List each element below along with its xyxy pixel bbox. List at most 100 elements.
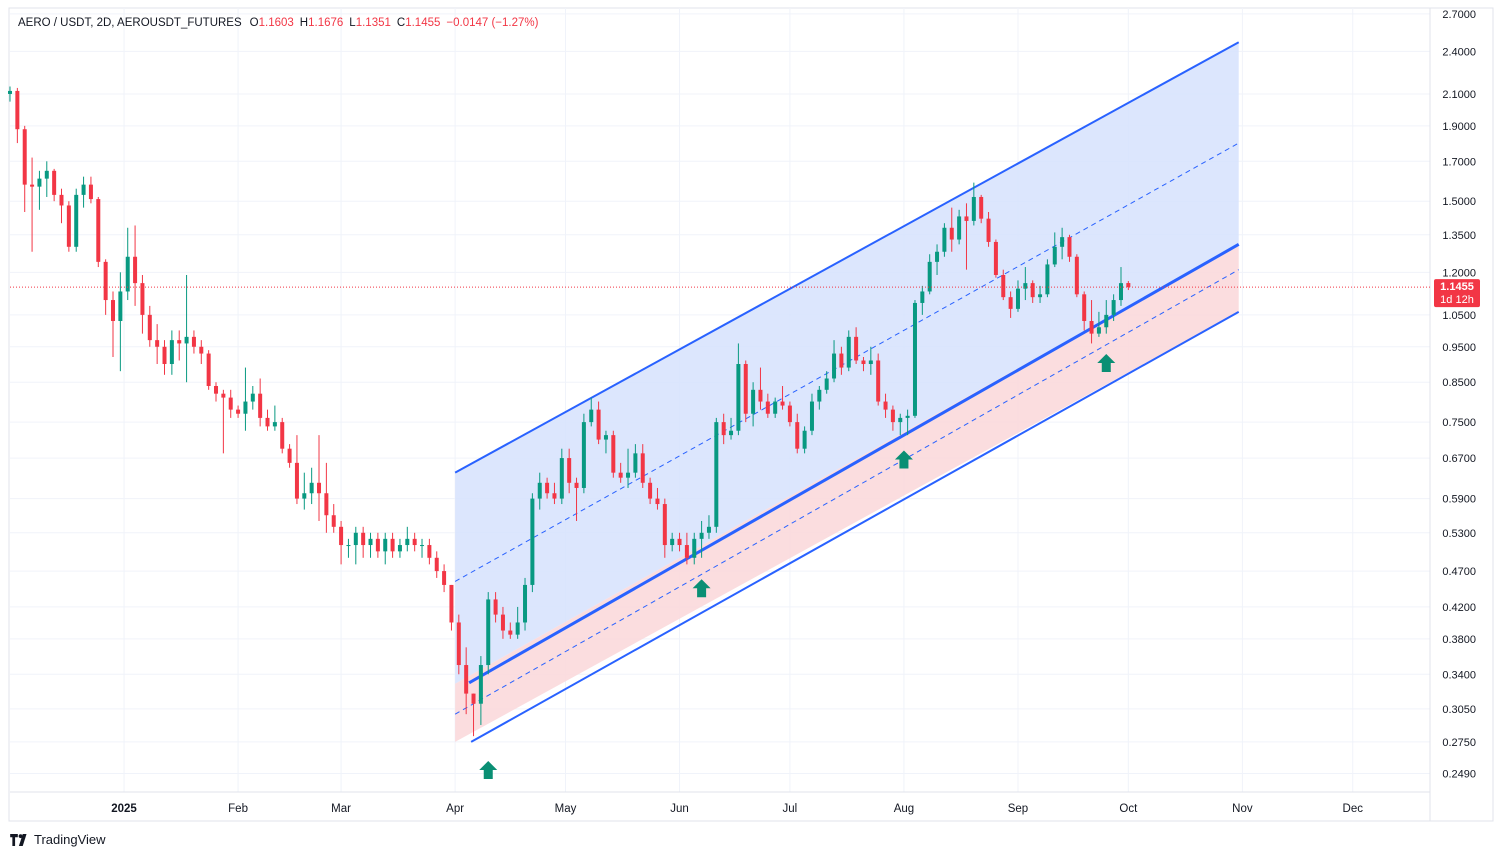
candle bbox=[317, 435, 322, 521]
candle-body bbox=[184, 336, 189, 344]
brand-name: TradingView bbox=[34, 832, 106, 847]
candle bbox=[427, 538, 432, 565]
candle-body bbox=[243, 401, 248, 414]
price-tick-label: 1.2000 bbox=[1442, 267, 1476, 279]
candle bbox=[155, 324, 160, 365]
candle bbox=[37, 170, 42, 210]
candle-body bbox=[603, 435, 608, 440]
chart-frame bbox=[8, 7, 1494, 822]
candle bbox=[368, 532, 373, 558]
candle bbox=[169, 330, 174, 375]
candle bbox=[118, 272, 123, 372]
high-value: 1.1676 bbox=[308, 17, 344, 29]
symbol-title[interactable]: AERO / USDT, 2D, AEROUSDT_FUTURES bbox=[18, 17, 242, 29]
candle bbox=[339, 520, 344, 565]
candle bbox=[147, 305, 152, 347]
candle-body bbox=[221, 393, 226, 398]
candle bbox=[434, 551, 439, 578]
candle bbox=[456, 614, 461, 675]
candle-body bbox=[883, 401, 888, 410]
candle bbox=[449, 584, 454, 631]
candle bbox=[670, 532, 675, 552]
close-value: 1.1455 bbox=[405, 17, 441, 29]
candle-body bbox=[508, 630, 513, 635]
candle-body bbox=[368, 538, 373, 546]
candle bbox=[250, 385, 255, 410]
candle-body bbox=[88, 184, 93, 200]
candle-body bbox=[199, 346, 204, 354]
candle-body bbox=[890, 409, 895, 423]
candle-body bbox=[898, 417, 903, 423]
candle bbox=[655, 487, 660, 510]
candle bbox=[493, 592, 498, 623]
candle-body bbox=[1104, 314, 1109, 328]
last-price-countdown: 1d 12h bbox=[1440, 294, 1474, 306]
candle-body bbox=[30, 184, 35, 187]
price-tick-label: 0.2490 bbox=[1442, 769, 1476, 781]
candle bbox=[228, 389, 233, 418]
candle bbox=[633, 444, 638, 478]
candle bbox=[986, 211, 991, 247]
candle bbox=[59, 188, 64, 224]
candle-body bbox=[493, 599, 498, 615]
price-tick-label: 2.4000 bbox=[1442, 46, 1476, 58]
candle-body bbox=[15, 90, 20, 130]
candle-body bbox=[125, 256, 130, 292]
low-label: L bbox=[349, 17, 356, 29]
candle bbox=[905, 409, 910, 436]
candle bbox=[206, 350, 211, 390]
tradingview-brand[interactable]: TradingView bbox=[10, 832, 106, 847]
candle bbox=[1067, 234, 1072, 262]
candle bbox=[927, 254, 932, 295]
candle-body bbox=[1015, 288, 1020, 309]
candle-body bbox=[191, 336, 196, 347]
channel-lower-mid-line bbox=[454, 269, 1239, 715]
candle-body bbox=[140, 283, 145, 315]
candle bbox=[920, 285, 925, 315]
price-tick-label: 0.2750 bbox=[1442, 737, 1476, 749]
candle bbox=[743, 360, 748, 423]
candle-body bbox=[317, 482, 322, 494]
candle-body bbox=[96, 199, 101, 262]
candle-body bbox=[523, 584, 528, 623]
candle bbox=[626, 448, 631, 488]
candle bbox=[721, 413, 726, 445]
candle bbox=[935, 244, 940, 275]
candle bbox=[361, 526, 366, 558]
candle-body bbox=[626, 472, 631, 478]
candle-body bbox=[824, 378, 829, 390]
candle bbox=[81, 176, 86, 208]
candle bbox=[353, 526, 358, 565]
candle bbox=[567, 448, 572, 494]
candle-body bbox=[920, 291, 925, 303]
channel-lower-zone bbox=[455, 244, 1239, 742]
candle-body bbox=[44, 170, 49, 179]
candle-body bbox=[559, 458, 564, 499]
candle-body bbox=[214, 385, 219, 394]
candle-body bbox=[876, 360, 881, 402]
candle-body bbox=[272, 422, 277, 427]
candle-body bbox=[74, 194, 79, 247]
candle bbox=[184, 274, 189, 383]
candle bbox=[140, 274, 145, 334]
candle bbox=[692, 532, 697, 565]
price-tick-label: 0.8500 bbox=[1442, 377, 1476, 389]
candle-body bbox=[581, 422, 586, 488]
candle bbox=[699, 520, 704, 558]
candle bbox=[846, 330, 851, 372]
candle-body bbox=[868, 360, 873, 365]
candle bbox=[265, 409, 270, 431]
candle bbox=[309, 467, 314, 505]
tradingview-logo-icon bbox=[10, 833, 27, 846]
candle-body bbox=[471, 693, 476, 704]
candle bbox=[706, 515, 711, 539]
candle bbox=[795, 413, 800, 454]
candle bbox=[559, 448, 564, 505]
price-tick-label: 0.7500 bbox=[1442, 417, 1476, 429]
candle bbox=[1060, 227, 1065, 260]
candle-body bbox=[81, 184, 86, 195]
candle bbox=[839, 346, 844, 375]
candle-body bbox=[993, 241, 998, 275]
